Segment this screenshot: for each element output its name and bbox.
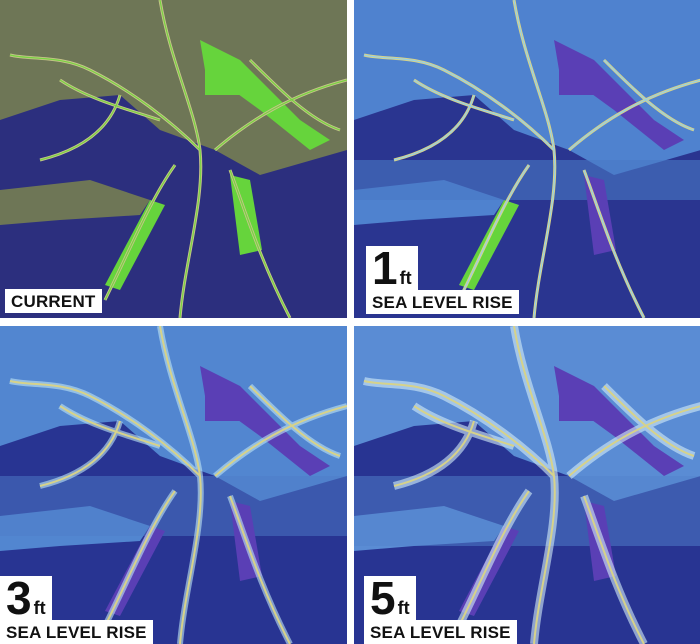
rise-unit: ft bbox=[397, 598, 410, 618]
label: SEA LEVEL RISE bbox=[364, 620, 517, 644]
rise-amount: 1 ft bbox=[366, 245, 418, 291]
rise-amount: 3 ft bbox=[0, 575, 52, 621]
map-3ft bbox=[0, 326, 347, 644]
label: SEA LEVEL RISE bbox=[366, 290, 519, 314]
label: SEA LEVEL RISE bbox=[0, 620, 153, 644]
rise-number: 1 bbox=[372, 242, 398, 294]
label: CURRENT bbox=[5, 289, 102, 313]
rise-amount: 5 ft bbox=[364, 575, 416, 621]
rise-unit: ft bbox=[33, 598, 46, 618]
rise-number: 5 bbox=[370, 572, 396, 624]
rise-number: 3 bbox=[6, 572, 32, 624]
rise-unit: ft bbox=[399, 268, 412, 288]
map-current bbox=[0, 0, 347, 318]
